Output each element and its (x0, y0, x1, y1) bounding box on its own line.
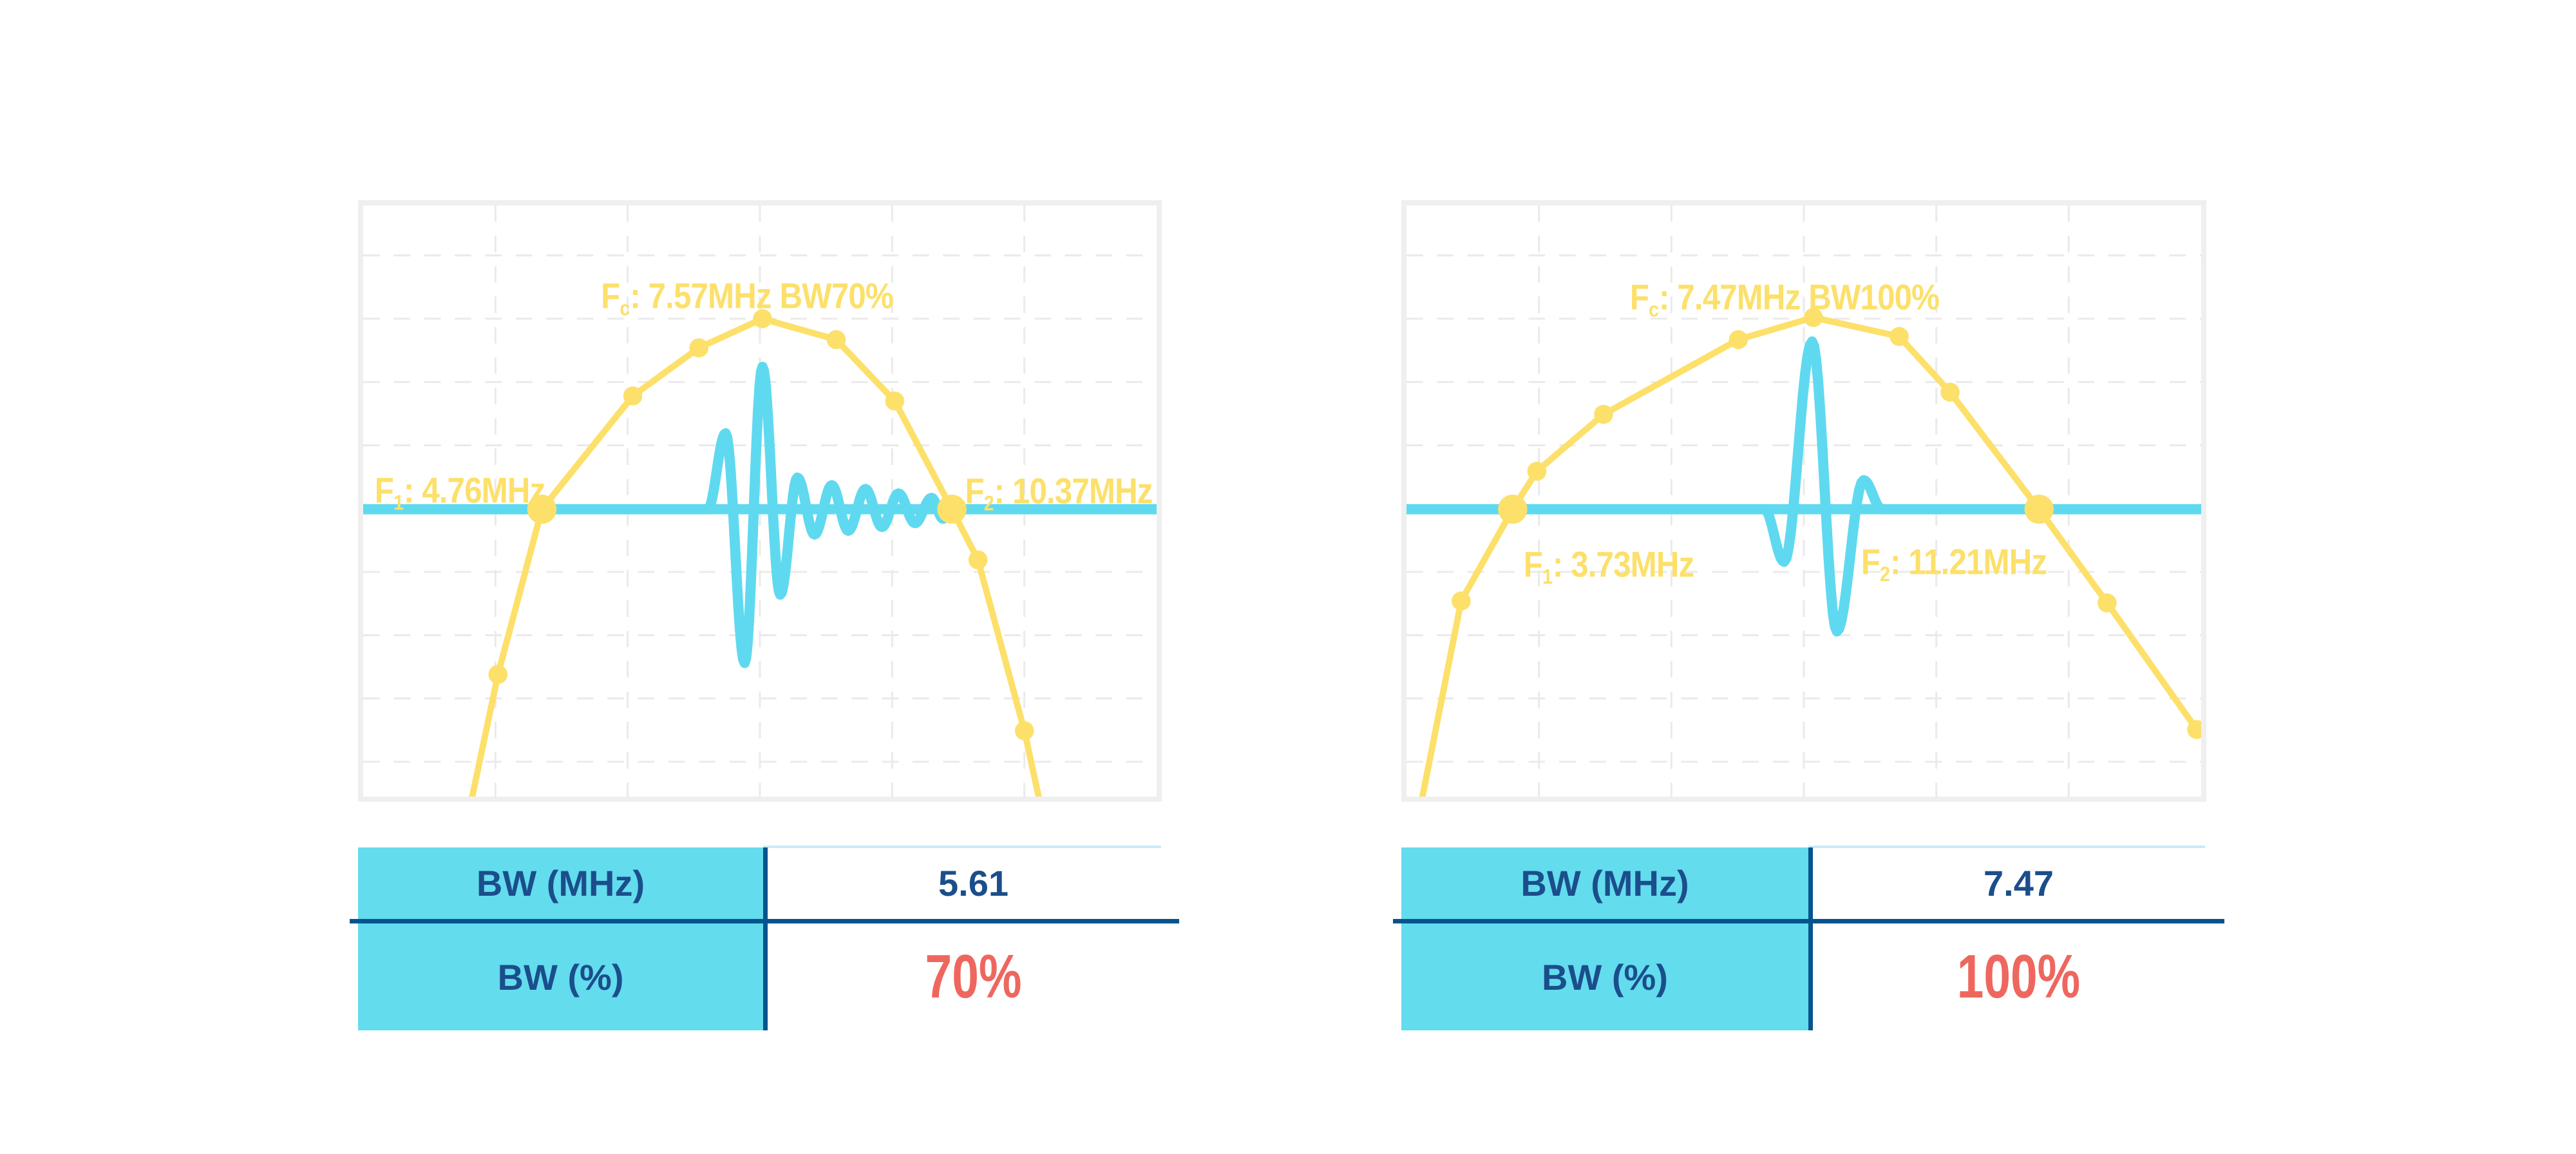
bw-percent-value: 70% (925, 942, 1022, 1011)
f2-subscript: 2 (1880, 562, 1890, 586)
bw-percent-row-label: BW (%) (497, 956, 624, 998)
spectrum-point-marker (488, 665, 508, 685)
spectrum-point-marker (826, 330, 846, 350)
spectrum-point-marker (1452, 591, 1471, 611)
bw-percent-row-label: BW (%) (1542, 956, 1668, 998)
pulse-waveform (363, 361, 1157, 668)
fc-symbol: F (1629, 276, 1649, 317)
f1-value-text: : 3.73MHz (1552, 544, 1694, 585)
bw-percent-value: 100% (1956, 942, 2081, 1011)
bw-mhz-value: 5.61 (938, 863, 1009, 903)
table-top-border (1808, 846, 2205, 848)
f1-symbol: F (1523, 544, 1543, 585)
spectrum-point-marker (2187, 720, 2201, 739)
bandwidth-crossing-marker (527, 495, 557, 524)
f1-label: F1: 3.73MHz (1524, 543, 1694, 589)
table-label-column-bg (1401, 847, 1808, 1030)
f2-value-text: : 10.37MHz (994, 470, 1153, 511)
spectrum-point-marker (623, 386, 643, 406)
center-frequency-label: Fc: 7.57MHz BW70% (601, 274, 894, 320)
table-top-border (763, 846, 1161, 848)
table-label-column-bg (358, 847, 763, 1030)
spectrum-point-marker (1804, 308, 1823, 327)
spectrum-plot-left (363, 205, 1157, 797)
spectrum-point-marker (689, 338, 709, 357)
spectrum-point-marker (885, 391, 905, 411)
spectrum-point-marker (1527, 462, 1547, 481)
spectrum-point-marker (1594, 404, 1613, 424)
f2-subscript: 2 (983, 491, 994, 515)
f1-value-text: : 4.76MHz (403, 469, 545, 511)
bandwidth-crossing-marker (2024, 495, 2054, 524)
spectrum-point-marker (1728, 330, 1748, 350)
spectrum-chart-right: Fc: 7.47MHz BW100% F1: 3.73MHz F2: 11.21… (1401, 200, 2206, 802)
fc-subscript: c (620, 296, 630, 320)
bw-mhz-value: 7.47 (1984, 863, 2054, 903)
fc-value-text: : 7.57MHz BW70% (630, 275, 893, 316)
spectrum-point-marker (1889, 326, 1909, 346)
bw-mhz-row-label: BW (MHz) (1520, 863, 1689, 903)
f1-subscript: 1 (1542, 565, 1553, 589)
bandwidth-crossing-marker (937, 495, 967, 524)
table-column-divider (1808, 847, 1813, 1030)
spectrum-chart-left: Fc: 7.57MHz BW70% F1: 4.76MHz F2: 10.37M… (358, 200, 1162, 802)
f1-symbol: F (374, 469, 394, 511)
spectrum-point-marker (2098, 593, 2117, 612)
spectrum-point-marker (1014, 721, 1034, 741)
pulse-waveform (1406, 336, 2201, 637)
f1-label: F1: 4.76MHz (375, 469, 545, 515)
f2-label: F2: 10.37MHz (965, 469, 1153, 515)
spectrum-point-marker (753, 309, 772, 328)
spectrum-plot-right (1406, 205, 2201, 797)
fc-subscript: c (1649, 298, 1659, 321)
f1-subscript: 1 (393, 491, 404, 515)
f2-value-text: : 11.21MHz (1889, 541, 2047, 582)
bw-mhz-row-label: BW (MHz) (476, 863, 645, 903)
f2-symbol: F (965, 470, 984, 511)
spectrum-curve (1419, 314, 2200, 797)
fc-value-text: : 7.47MHz BW100% (1659, 276, 1940, 317)
table-column-divider (763, 847, 768, 1030)
fc-symbol: F (601, 275, 620, 316)
center-frequency-label: Fc: 7.47MHz BW100% (1629, 276, 1940, 321)
spectrum-curve (469, 316, 1042, 797)
f2-label: F2: 11.21MHz (1861, 540, 2047, 586)
spectrum-point-marker (968, 550, 988, 570)
spectrum-point-marker (1940, 383, 1960, 402)
bandwidth-crossing-marker (1498, 495, 1528, 524)
f2-symbol: F (1861, 541, 1880, 582)
